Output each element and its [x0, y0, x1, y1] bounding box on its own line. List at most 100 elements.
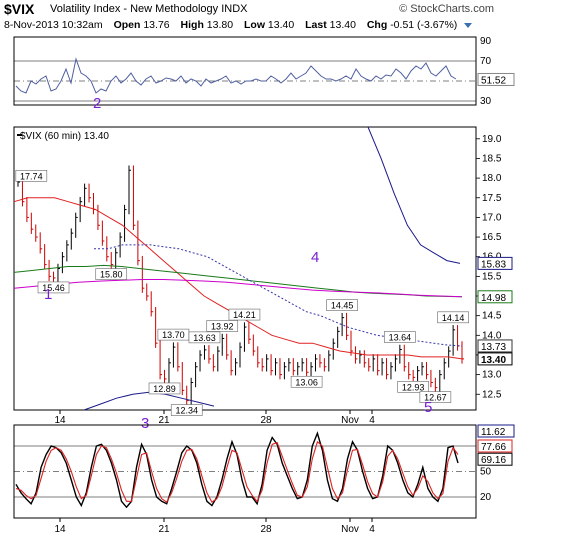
price-callout-box: [397, 381, 429, 393]
top-last-box: [477, 72, 515, 86]
open-label: Open: [113, 19, 141, 31]
price-callout-box: [148, 382, 181, 395]
bottom-top-value: 11.62: [481, 427, 506, 438]
main-last-value: 14.98: [481, 293, 506, 304]
price-callout-label: 12.67: [424, 393, 447, 403]
price-callout-box: [437, 311, 469, 324]
price-callout-box: [15, 170, 48, 182]
main-last-box: [477, 290, 513, 304]
bottom-x-tick-label: Nov: [341, 524, 359, 535]
main-y-tick-label: 18.0: [482, 173, 502, 184]
low-label: Low: [244, 19, 265, 31]
symbol-description: Volatility Index - New Methodology INDX: [50, 3, 248, 15]
main-last-value: 13.73: [481, 342, 506, 353]
upper-blue-line: [367, 126, 461, 264]
main-y-tick-label: 18.5: [482, 153, 502, 164]
open-value: 13.76: [143, 19, 170, 31]
symbol-title: $VIX: [4, 1, 35, 17]
top-y-tick-label: 30: [480, 96, 492, 107]
price-callout-box: [326, 299, 358, 311]
stochastic-d-line: [15, 440, 459, 503]
quote-line: 8-Nov-2013 10:32am Open 13.76 High 13.80…: [4, 19, 473, 31]
price-callout-label: 14.21: [233, 310, 256, 320]
magenta-ma-line: [13, 279, 463, 298]
main-x-tick-label: 21: [158, 415, 170, 426]
price-callout-box: [228, 308, 261, 321]
wave-label-1: 1: [44, 286, 52, 303]
main-last-value: 13.40: [481, 355, 506, 366]
top-last-value: 51.52: [481, 75, 506, 86]
wave-label-3: 3: [141, 415, 149, 432]
price-callout-label: 12.89: [153, 384, 176, 394]
bottom-y-tick-label: 50: [480, 467, 492, 478]
bottom-x-tick-label: 28: [260, 524, 272, 535]
main-x-tick-label: 4: [369, 415, 375, 426]
main-panel-frame: [13, 126, 477, 411]
bottom-last-value: 77.66: [481, 442, 506, 453]
price-callout-label: 13.70: [162, 330, 185, 340]
bottom-x-tick-label: 21: [158, 524, 170, 535]
source-credit: © StockCharts.com: [399, 3, 494, 15]
high-label: High: [180, 19, 204, 31]
price-callout-box: [290, 375, 323, 388]
price-callout-label: 12.34: [175, 406, 198, 416]
bottom-x-tick-label: 14: [54, 524, 66, 535]
bottom-x-tick-label: 4: [369, 524, 375, 535]
main-y-tick-label: 14.0: [482, 330, 502, 341]
stochastic-k-line: [15, 431, 459, 509]
high-value: 13.80: [206, 19, 234, 31]
price-callout-label: 14.14: [442, 313, 465, 323]
main-y-tick-label: 15.5: [482, 271, 502, 282]
price-callout-box: [170, 404, 203, 416]
main-y-tick-label: 12.5: [482, 389, 502, 400]
price-callout-box: [95, 268, 128, 280]
price-callout-label: 17.74: [20, 171, 43, 181]
bottom-last-box: [477, 452, 513, 466]
bottom-y-tick-label: 20: [480, 492, 492, 503]
price-callout-box: [206, 320, 239, 332]
price-callout-box: [419, 391, 452, 403]
main-y-tick-label: 16.5: [482, 232, 502, 243]
main-y-tick-label: 19.0: [482, 134, 502, 145]
top-oscillator-line: [15, 57, 457, 94]
quote-datetime: 8-Nov-2013 10:32am: [4, 19, 103, 31]
price-callout-label: 15.46: [42, 283, 65, 293]
price-callout-label: 13.63: [193, 333, 216, 343]
main-y-tick-label: 17.0: [482, 212, 502, 223]
price-callout-label: 13.06: [295, 377, 318, 387]
wave-label-5: 5: [424, 399, 432, 416]
main-x-tick-label: Nov: [341, 415, 359, 426]
price-callout-box: [384, 331, 416, 343]
top-panel-frame: [13, 36, 477, 106]
bottom-top-box: [477, 424, 515, 438]
chg-label: Chg: [366, 19, 388, 31]
main-panel-title: $VIX (60 min) 13.40: [20, 131, 109, 142]
bottom-last-box: [477, 439, 513, 453]
price-callout-label: 12.93: [402, 382, 425, 392]
chg-value: -0.51 (-3.67%): [390, 19, 458, 31]
price-callout-label: 13.92: [211, 321, 234, 331]
main-x-tick-label: 28: [260, 415, 272, 426]
green-ma-line: [13, 264, 463, 298]
bottom-last-value: 69.16: [481, 455, 506, 466]
main-y-tick-label: 17.5: [482, 193, 502, 204]
main-last-box: [477, 339, 513, 353]
wave-label-4: 4: [311, 249, 319, 266]
main-y-tick-label: 14.5: [482, 311, 502, 322]
price-callout-box: [188, 331, 221, 344]
chevron-down-icon[interactable]: [464, 22, 473, 28]
price-callout-label: 15.80: [100, 270, 123, 280]
main-last-value: 15.83: [481, 259, 506, 270]
main-last-box: [477, 352, 513, 366]
top-y-tick-label: 70: [480, 56, 492, 67]
dotted-band-line: [94, 244, 463, 347]
price-callout-label: 14.45: [331, 301, 354, 311]
main-last-box: [477, 256, 513, 270]
price-callout-label: 13.64: [389, 332, 412, 342]
last-value: 13.40: [329, 19, 356, 31]
wave-label-2: 2: [93, 95, 101, 112]
main-y-tick-label: 13.0: [482, 370, 502, 381]
last-label: Last: [305, 19, 327, 31]
main-x-tick-label: 14: [54, 415, 66, 426]
